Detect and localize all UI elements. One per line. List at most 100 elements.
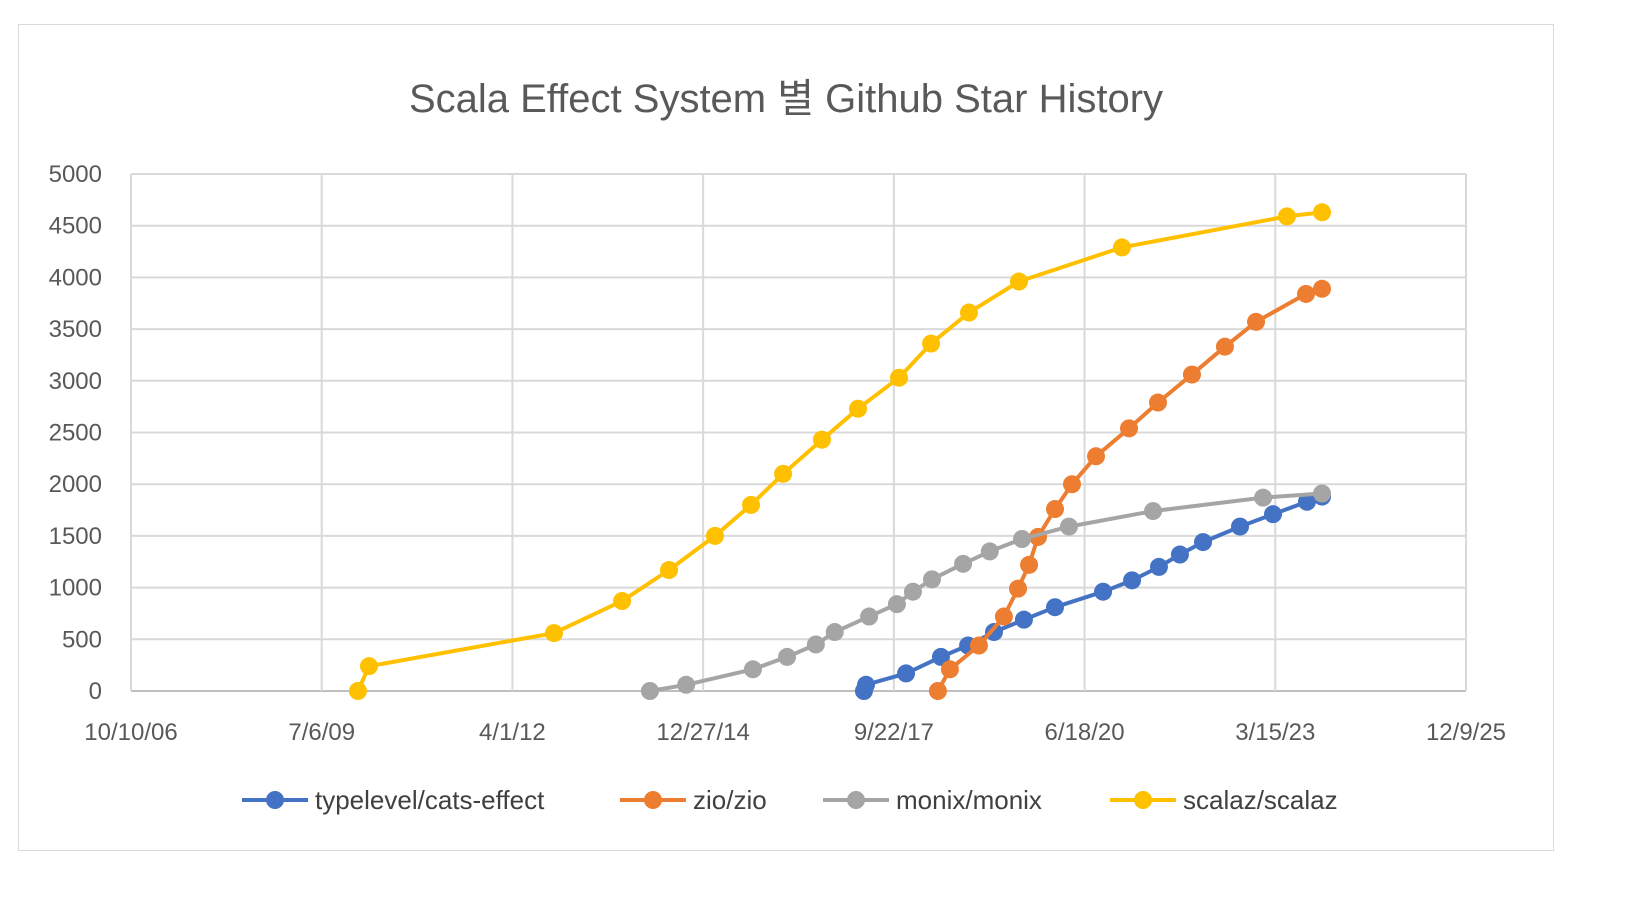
data-point	[1297, 492, 1316, 511]
series-scalaz-scalaz	[348, 203, 1332, 700]
series-typelevel-cats-effect	[854, 487, 1332, 700]
data-point	[1263, 505, 1282, 524]
data-point	[1194, 533, 1213, 552]
data-point	[1123, 571, 1142, 590]
legend-marker	[266, 791, 284, 809]
y-tick-label: 0	[89, 678, 102, 705]
data-point	[857, 675, 876, 694]
data-point	[1254, 488, 1273, 507]
legend-marker	[1134, 791, 1152, 809]
data-point	[928, 682, 947, 700]
x-tick-label: 12/9/25	[1426, 719, 1506, 746]
data-point	[903, 582, 922, 601]
data-point	[1313, 203, 1332, 222]
data-point	[1062, 475, 1081, 494]
data-point	[743, 660, 762, 679]
data-point	[825, 623, 844, 642]
data-point	[705, 526, 724, 545]
data-point	[677, 675, 696, 694]
data-point	[1120, 419, 1139, 438]
data-point	[1231, 517, 1250, 536]
data-point	[613, 592, 632, 611]
y-tick-label: 500	[62, 626, 102, 653]
data-point	[994, 607, 1013, 626]
x-tick-label: 9/22/17	[854, 719, 934, 746]
data-point	[923, 570, 941, 589]
data-point	[1013, 530, 1032, 549]
data-point	[890, 368, 909, 387]
y-tick-label: 2000	[49, 471, 102, 498]
data-point	[545, 624, 564, 643]
chart-frame	[18, 24, 1554, 851]
chart-title: Scala Effect System 별 Github Star Histor…	[409, 77, 1163, 121]
data-point	[860, 607, 879, 626]
data-point	[360, 657, 379, 676]
data-point	[1215, 337, 1234, 356]
data-point	[1112, 238, 1131, 257]
data-point	[1009, 579, 1028, 598]
data-point	[1094, 582, 1113, 601]
data-point	[348, 682, 367, 700]
legend-marker	[644, 791, 662, 809]
data-point	[959, 303, 978, 322]
data-point	[742, 495, 761, 514]
x-tick-label: 6/18/20	[1045, 719, 1125, 746]
y-tick-label: 2500	[49, 420, 102, 447]
x-tick-label: 7/6/09	[288, 719, 355, 746]
legend-label: zio/zio	[693, 785, 767, 815]
data-point	[984, 623, 1003, 642]
legend-label: typelevel/cats-effect	[315, 785, 545, 815]
data-point	[1277, 207, 1296, 226]
x-tick-label: 12/27/14	[656, 719, 749, 746]
y-tick-label: 3000	[49, 368, 102, 395]
data-point	[1059, 517, 1078, 536]
data-point	[1182, 365, 1201, 384]
x-tick-label: 10/10/06	[84, 719, 177, 746]
data-point	[806, 635, 825, 654]
data-point	[1009, 272, 1028, 291]
data-point	[1313, 484, 1332, 503]
series-monix-monix	[640, 484, 1332, 700]
x-tick-label: 3/15/23	[1235, 719, 1315, 746]
legend-label: monix/monix	[896, 785, 1042, 815]
data-point	[931, 647, 950, 666]
data-point	[1020, 555, 1039, 574]
data-point	[1149, 557, 1168, 576]
y-tick-label: 3500	[49, 316, 102, 343]
data-point	[940, 660, 959, 679]
data-point	[640, 682, 659, 700]
data-point	[1046, 500, 1065, 519]
data-point	[954, 554, 973, 573]
data-point	[1144, 502, 1163, 521]
y-tick-label: 5000	[49, 161, 102, 188]
legend-marker	[847, 791, 865, 809]
legend-item: monix/monix	[823, 785, 1042, 815]
data-point	[1014, 610, 1033, 629]
data-point	[969, 636, 988, 655]
y-tick-label: 4000	[49, 264, 102, 291]
data-point	[778, 647, 797, 666]
series-line	[356, 210, 1323, 692]
series-zio-zio	[928, 279, 1332, 700]
legend-item: zio/zio	[620, 785, 767, 815]
legend-item: typelevel/cats-effect	[242, 785, 545, 815]
y-tick-label: 1500	[49, 523, 102, 550]
data-point	[1170, 545, 1189, 564]
data-point	[1247, 312, 1266, 331]
data-point	[812, 430, 831, 449]
data-point	[887, 595, 906, 614]
series-line	[862, 494, 1323, 692]
data-point	[1148, 393, 1167, 412]
data-point	[774, 464, 793, 483]
y-tick-label: 4500	[49, 213, 102, 240]
data-point	[980, 542, 999, 561]
legend-item: scalaz/scalaz	[1110, 785, 1338, 815]
legend-label: scalaz/scalaz	[1183, 785, 1338, 815]
x-tick-label: 4/1/12	[479, 719, 546, 746]
data-point	[1046, 598, 1065, 617]
data-point	[660, 561, 679, 580]
data-point	[1313, 279, 1332, 298]
y-tick-label: 1000	[49, 575, 102, 602]
data-point	[1296, 284, 1315, 303]
